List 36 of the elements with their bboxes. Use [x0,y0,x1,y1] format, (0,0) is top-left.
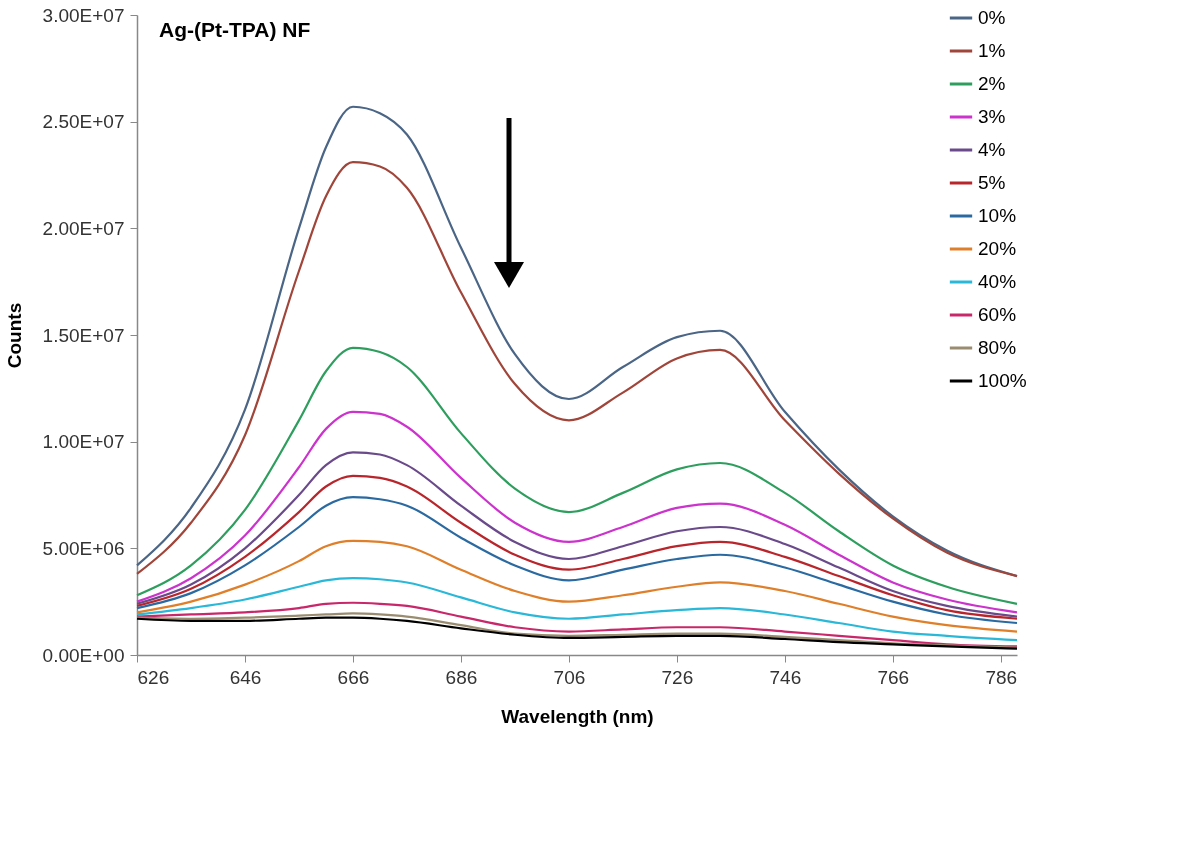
x-tick-label: 686 [445,666,478,688]
x-tick-label: 646 [229,666,262,688]
legend-label: 5% [978,172,1006,193]
y-tick-label: 5.00E+06 [42,537,125,559]
legend-label: 1% [978,40,1006,61]
line-series [135,496,1019,625]
legend-label: 10% [978,205,1017,226]
line-series [135,577,1019,642]
line-series [135,601,1019,648]
x-tick-label: 666 [337,666,370,688]
x-tick-label: 766 [877,666,910,688]
y-tick-label: 2.00E+07 [42,217,125,239]
legend-label: 3% [978,106,1006,127]
line-series [135,410,1019,614]
line-series [135,539,1019,633]
legend-label: 60% [978,304,1017,325]
x-axis-title: Wavelength (nm) [501,705,654,727]
legend-label: 2% [978,73,1006,94]
legend-label: 80% [978,337,1017,358]
legend-label: 20% [978,238,1017,259]
y-tick-label: 2.50E+07 [42,111,125,133]
legend-label: 100% [978,370,1027,391]
legend-label: 4% [978,139,1006,160]
y-tick-label: 1.50E+07 [42,324,125,346]
y-tick-label: 0.00E+00 [42,644,125,666]
x-tick-label: 726 [661,666,694,688]
x-tick-label: 626 [137,666,170,688]
x-tick-label: 746 [769,666,802,688]
chart-title: Ag-(Pt-TPA) NF [159,18,311,41]
legend-label: 0% [978,7,1006,28]
x-tick-label: 786 [985,666,1018,688]
y-tick-label: 1.00E+07 [42,431,125,453]
y-axis-title: Counts [3,302,25,369]
legend-label: 40% [978,271,1017,292]
x-tick-label: 706 [553,666,586,688]
y-tick-label: 3.00E+07 [42,4,125,26]
